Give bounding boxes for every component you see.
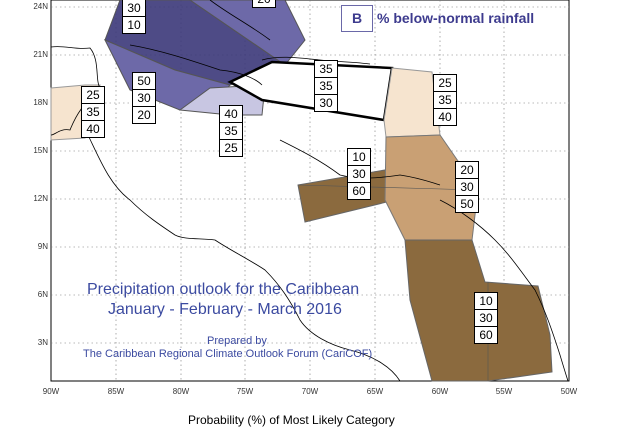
lat-label-12n: 12N [33,194,48,203]
prob-guianas-b: 30 [475,310,497,327]
prob-box-cuba: 50 30 20 [132,72,156,124]
prob-box-leeward: 25 35 40 [433,74,457,126]
prob-box-hispaniola: 35 35 30 [314,60,338,112]
lat-label-3n: 3N [37,338,48,347]
lon-label-60w: 60W [431,387,449,396]
prob-guianas-c: 60 [479,328,493,342]
prob-upper-a: 30 [123,0,145,17]
prob-hispaniola-a: 35 [315,61,337,78]
prob-jamaica-c: 25 [224,141,238,155]
prob-jamaica-a: 40 [220,106,242,123]
probability-footer: Probability (%) of Most Likely Category [188,413,395,427]
lat-label-9n: 9N [37,242,48,251]
lat-label-18n: 18N [33,98,48,107]
prob-upper-b: 10 [127,18,141,32]
prob-box-windward: 20 30 50 [455,161,479,213]
prob-leeward-b: 35 [434,92,456,109]
prob-windward-b: 30 [456,179,478,196]
prob-leeward-a: 25 [434,75,456,92]
prob-yucatan-normal: 35 [82,104,104,121]
prob-box-upper: 30 10 [122,0,146,34]
lon-label-90w: 90W [42,387,60,396]
region-top-right [189,0,306,66]
prob-abc-a: 10 [348,149,370,166]
lon-label-80w: 80W [172,387,190,396]
lon-label-85w: 85W [107,387,125,396]
prob-box-jamaica: 40 35 25 [219,105,243,157]
prepared-by-label: Prepared by [207,335,267,347]
prob-leeward-c: 40 [438,110,452,124]
prob-box-abc: 10 30 60 [347,148,371,200]
outlook-title: Precipitation outlook for the Caribbean [87,281,360,298]
lon-label-55w: 55W [495,387,513,396]
lat-label-15n: 15N [33,146,48,155]
lat-label-6n: 6N [37,290,48,299]
prob-yucatan-above: 25 [82,87,104,104]
prob-hispaniola-c: 30 [319,96,333,110]
prob-box-yucatan: 25 35 40 [81,86,105,138]
prob-cuba-a: 50 [133,73,155,90]
prob-guianas-a: 10 [475,293,497,310]
prob-top-right-a: 20 [253,0,275,7]
legend-below-label: % below-normal rainfall [377,10,535,26]
legend-below-box: B [341,5,373,32]
outlook-period: January - February - March 2016 [108,301,342,318]
prob-abc-b: 30 [348,166,370,183]
prob-hispaniola-b: 35 [315,78,337,95]
lat-label-21n: 21N [33,50,48,59]
prob-windward-a: 20 [456,162,478,179]
lat-label-24n: 24N [33,2,48,11]
prob-yucatan-below: 40 [86,122,100,136]
lon-label-75w: 75W [236,387,254,396]
lon-label-65w: 65W [366,387,384,396]
prob-jamaica-b: 35 [220,123,242,140]
region-leeward [383,67,441,138]
prepared-by-org: The Caribbean Regional Climate Outlook F… [83,348,373,360]
lon-label-70w: 70W [301,387,319,396]
prob-box-top-right: 20 [252,0,276,8]
prob-windward-c: 50 [460,197,474,211]
lon-label-50w: 50W [560,387,578,396]
prob-box-guianas: 10 30 60 [474,292,498,344]
prob-cuba-c: 20 [137,108,151,122]
prob-abc-c: 60 [352,184,366,198]
prob-cuba-b: 30 [133,90,155,107]
